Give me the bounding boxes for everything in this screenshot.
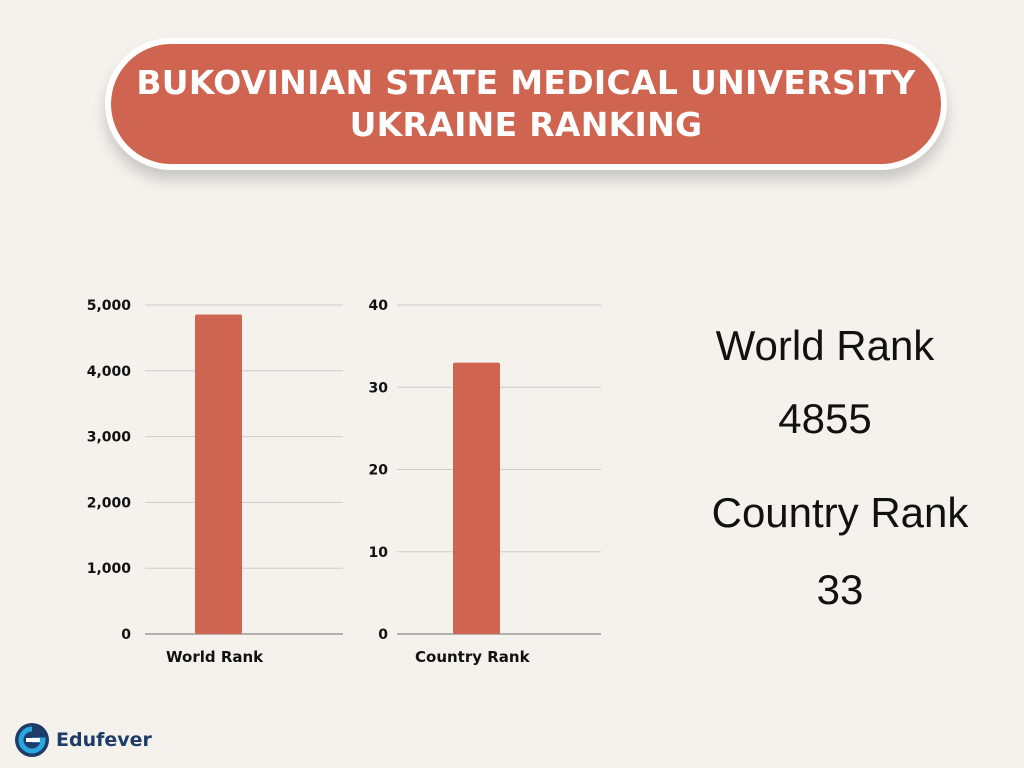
country-rank-label: Country Rank bbox=[711, 489, 969, 536]
country-rank-ytick-label: 0 bbox=[378, 627, 388, 643]
logo-text: Edufever bbox=[56, 729, 152, 751]
country-rank-value: 33 bbox=[816, 566, 864, 613]
edufever-logo: Edufever bbox=[14, 720, 152, 760]
country-rank-bar bbox=[453, 362, 500, 634]
title-banner: BUKOVINIAN STATE MEDICAL UNIVERSITY UKRA… bbox=[105, 38, 947, 170]
title-line-2: UKRAINE RANKING bbox=[349, 105, 703, 144]
country-rank-ytick-label: 10 bbox=[369, 545, 389, 561]
world-rank-label: World Rank bbox=[715, 322, 935, 369]
edufever-logo-icon bbox=[15, 723, 49, 757]
world-rank-ytick-label: 3,000 bbox=[87, 430, 132, 446]
world-rank-value: 4855 bbox=[778, 395, 872, 442]
title-banner-fill: BUKOVINIAN STATE MEDICAL UNIVERSITY UKRA… bbox=[111, 44, 941, 164]
country-rank-chart: 0 10 20 30 40 Country Rank bbox=[369, 298, 601, 666]
country-rank-ytick-label: 30 bbox=[369, 380, 389, 396]
world-rank-chart: 0 1,000 2,000 3,000 4,000 5,000 World Rank bbox=[87, 298, 343, 666]
world-rank-x-label: World Rank bbox=[166, 648, 264, 666]
world-rank-ytick-label: 2,000 bbox=[87, 495, 132, 511]
country-rank-ytick-label: 20 bbox=[369, 463, 389, 479]
title-line-1: BUKOVINIAN STATE MEDICAL UNIVERSITY bbox=[136, 63, 916, 102]
world-rank-bar bbox=[195, 314, 242, 634]
world-rank-ytick-label: 0 bbox=[121, 627, 131, 643]
world-rank-ytick-label: 1,000 bbox=[87, 561, 132, 577]
country-rank-x-label: Country Rank bbox=[415, 648, 531, 666]
world-rank-ytick-label: 5,000 bbox=[87, 298, 132, 314]
country-rank-ytick-label: 40 bbox=[369, 298, 389, 314]
world-rank-ytick-label: 4,000 bbox=[87, 364, 132, 380]
